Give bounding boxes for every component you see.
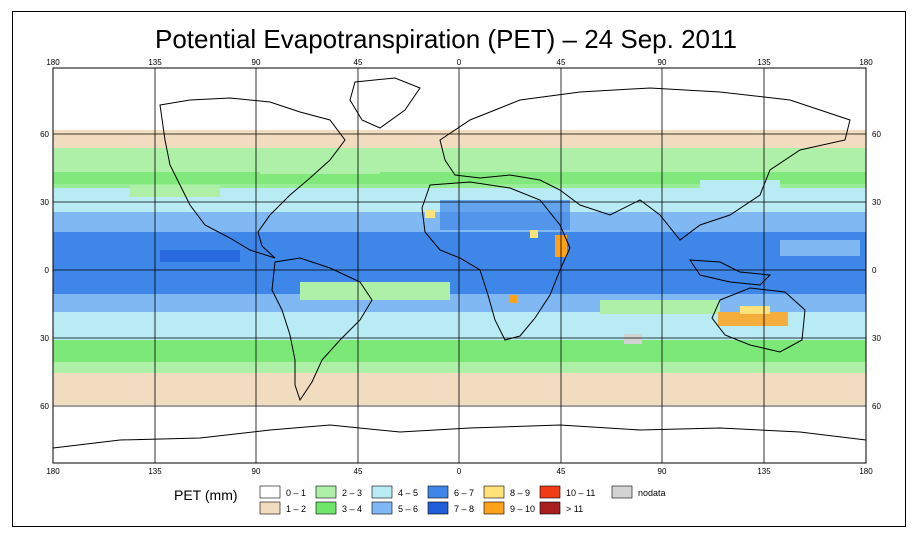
legend-swatch — [539, 485, 561, 499]
lon-ticks-bottom: 180 135 90 45 0 45 90 135 180 — [46, 467, 873, 476]
lat-tick-left-1: 30 — [40, 198, 49, 207]
legend-item-label: 8 – 9 — [510, 488, 530, 498]
legend-swatch — [539, 501, 561, 515]
coast-greenland — [349, 77, 421, 129]
lat-tick-left-2: 0 — [45, 266, 50, 275]
lon-tick-top-6: 90 — [658, 58, 667, 67]
legend-swatch — [483, 501, 505, 515]
lat-ticks-right: 60 30 0 30 60 — [872, 130, 881, 411]
legend-swatch — [315, 501, 337, 515]
lon-tick-top-0: 180 — [46, 58, 60, 67]
legend-swatch — [427, 485, 449, 499]
coast-indonesia — [689, 259, 772, 286]
coast-north-america — [159, 97, 346, 259]
map-border — [52, 67, 867, 464]
lat-tick-left-3: 30 — [40, 334, 49, 343]
coast-antarctica — [53, 424, 866, 449]
legend-swatch — [427, 501, 449, 515]
lon-tick-bottom-1: 135 — [148, 467, 162, 476]
lon-tick-bottom-6: 90 — [658, 467, 667, 476]
legend-item-label: 6 – 7 — [454, 488, 474, 498]
lon-tick-bottom-7: 135 — [757, 467, 771, 476]
lat-tick-right-3: 30 — [872, 334, 881, 343]
legend-item-label: 7 – 8 — [454, 504, 474, 514]
legend-item-label: 0 – 1 — [286, 488, 306, 498]
legend-item-label: 10 – 11 — [566, 488, 595, 498]
legend-swatch — [371, 485, 393, 499]
lat-tick-right-4: 60 — [872, 402, 881, 411]
lon-tick-top-8: 180 — [859, 58, 873, 67]
graticule — [53, 68, 866, 463]
lon-tick-top-2: 90 — [252, 58, 261, 67]
lon-tick-bottom-5: 45 — [557, 467, 566, 476]
lon-ticks-top: 180 135 90 45 0 45 90 135 180 — [46, 58, 873, 67]
legend: PET (mm) 0 – 1 1 – 2 2 – 3 3 – 4 4 – 5 5 – 6 6… — [174, 485, 666, 515]
legend-item-label: nodata — [638, 488, 666, 498]
legend-swatch — [259, 501, 281, 515]
lon-tick-bottom-3: 45 — [354, 467, 363, 476]
lat-tick-left-4: 60 — [40, 402, 49, 411]
lon-tick-bottom-4: 0 — [457, 467, 462, 476]
legend-swatch — [371, 501, 393, 515]
legend-swatch — [611, 485, 633, 499]
lon-tick-bottom-2: 90 — [252, 467, 261, 476]
coast-south-america — [271, 257, 373, 402]
coast-australia — [711, 287, 806, 353]
coast-africa — [421, 181, 571, 341]
figure-frame — [12, 11, 906, 527]
legend-item-label: 4 – 5 — [398, 488, 418, 498]
legend-item-label: 3 – 4 — [342, 504, 362, 514]
legend-item-label: 9 – 10 — [510, 504, 535, 514]
lon-tick-bottom-0: 180 — [46, 467, 60, 476]
map-title: Potential Evapotranspiration (PET) – 24 … — [155, 24, 737, 54]
legend-title: PET (mm) — [174, 487, 238, 503]
lon-tick-top-4: 0 — [457, 58, 462, 67]
legend-item-label: 2 – 3 — [342, 488, 362, 498]
legend-swatch — [483, 485, 505, 499]
lat-tick-right-0: 60 — [872, 130, 881, 139]
legend-item-label: > 11 — [566, 504, 583, 514]
legend-item-label: 5 – 6 — [398, 504, 418, 514]
lon-tick-top-7: 135 — [757, 58, 771, 67]
lat-tick-right-2: 0 — [872, 266, 877, 275]
lon-tick-top-5: 45 — [557, 58, 566, 67]
lon-tick-top-1: 135 — [148, 58, 162, 67]
lon-tick-top-3: 45 — [354, 58, 363, 67]
lat-tick-right-1: 30 — [872, 198, 881, 207]
lat-tick-left-0: 60 — [40, 130, 49, 139]
lon-tick-bottom-8: 180 — [859, 467, 873, 476]
legend-swatch — [315, 485, 337, 499]
lat-ticks-left: 60 30 0 30 60 — [40, 130, 49, 411]
legend-item-label: 1 – 2 — [286, 504, 306, 514]
legend-swatch — [259, 485, 281, 499]
